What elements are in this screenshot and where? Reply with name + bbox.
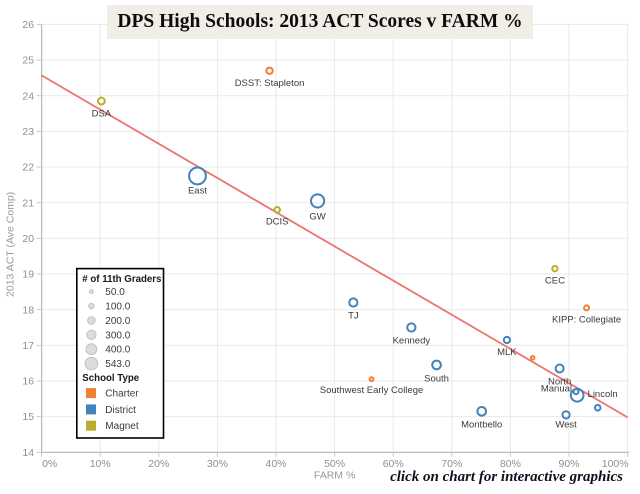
trendline — [41, 74, 629, 419]
legend-size-circle-300 — [86, 329, 97, 340]
y-tick-label-21: 21 — [22, 197, 34, 209]
y-tick-label-20: 20 — [22, 233, 34, 245]
footer-note: click on chart for interactive graphics — [390, 469, 623, 485]
point-label-dcis: DCIS — [266, 217, 289, 228]
legend: # of 11th Graders 50.0 100.0 200.0 300.0 400.… — [76, 267, 165, 439]
x-tick-label-50: 50% — [324, 458, 345, 470]
point-label-tj: TJ — [348, 311, 359, 322]
legend-size-label-50: 50.0 — [105, 287, 125, 298]
legend-type-label-charter: Charter — [105, 389, 139, 400]
bubble-south[interactable] — [431, 359, 442, 371]
point-label-cec: CEC — [545, 275, 565, 286]
x-tick-label-60: 60% — [383, 458, 404, 470]
x-tick-label-10: 10% — [90, 458, 111, 470]
legend-size-title: # of 11th Graders — [82, 274, 161, 285]
x-tick-label-100: 100% — [602, 458, 629, 470]
y-tick-label-24: 24 — [22, 90, 34, 102]
x-tick-label-70: 70% — [441, 458, 462, 470]
bubble-tj[interactable] — [348, 297, 359, 308]
legend-type-label-district: District — [105, 405, 136, 416]
legend-size-label-543: 543.0 — [105, 359, 130, 370]
bubble-kennedy[interactable] — [406, 322, 417, 333]
point-label-dsst-stapleton: DSST: Stapleton — [235, 78, 305, 89]
chart-title: DPS High Schools: 2013 ACT Scores v FARM… — [117, 11, 523, 32]
bubble-unlabeled[interactable] — [593, 403, 602, 412]
point-label-gw: GW — [309, 211, 325, 222]
bubble-kipp-collegiate[interactable] — [583, 304, 591, 312]
tick-marks: 0% 10% 20% 30% 40% 50% 60% 70% 80% 90% 100% 14 15 16 1… — [5, 19, 629, 481]
legend-size-circle-100 — [88, 302, 95, 310]
legend-size-circle-50 — [88, 289, 94, 295]
bubble-unlabeled[interactable] — [529, 355, 536, 361]
bubble-north[interactable] — [554, 363, 565, 374]
bubble-east[interactable] — [188, 166, 207, 186]
bubble-dsa[interactable] — [96, 96, 106, 106]
x-tick-label-20: 20% — [148, 458, 169, 470]
legend-swatch-district — [86, 404, 96, 415]
y-tick-label-19: 19 — [22, 269, 34, 281]
point-label-kennedy: Kennedy — [393, 336, 431, 347]
y-tick-label-26: 26 — [22, 19, 34, 31]
bubble-southwest-early-college[interactable] — [368, 376, 375, 383]
x-tick-label-40: 40% — [265, 458, 286, 470]
bubble-dcis[interactable] — [273, 206, 281, 214]
x-tick-label-80: 80% — [500, 458, 521, 470]
bubble-mlk[interactable] — [502, 335, 512, 345]
y-tick-label-25: 25 — [22, 55, 34, 67]
y-tick-label-16: 16 — [22, 376, 34, 388]
x-tick-label-0: 0% — [42, 458, 57, 470]
bubble-lincoln[interactable] — [569, 387, 585, 403]
legend-size-circle-200 — [87, 316, 96, 325]
point-label-east: East — [188, 185, 207, 196]
legend-size-circle-400 — [85, 343, 98, 356]
x-axis-title: FARM % — [314, 469, 355, 481]
legend-type-label-magnet: Magnet — [105, 421, 139, 432]
point-label-manual: Manual — [541, 384, 572, 395]
y-tick-label-22: 22 — [22, 162, 34, 174]
legend-size-label-200: 200.0 — [105, 316, 130, 327]
point-label-montbello: Montbello — [461, 420, 502, 431]
point-label-north: North — [548, 377, 571, 388]
point-label-dsa: DSA — [92, 108, 112, 119]
x-tick-label-30: 30% — [207, 458, 228, 470]
legend-swatch-magnet — [86, 420, 96, 431]
bubble-west[interactable] — [561, 410, 571, 420]
bubble-cec[interactable] — [551, 264, 559, 273]
y-tick-label-17: 17 — [22, 340, 34, 352]
bubble-gw[interactable] — [310, 193, 326, 209]
legend-type-title: School Type — [82, 373, 139, 384]
y-tick-label-23: 23 — [22, 126, 34, 138]
legend-size-label-100: 100.0 — [105, 302, 130, 313]
point-label-mlk: MLK — [497, 347, 517, 358]
legend-swatch-charter — [86, 388, 96, 399]
y-axis-title: 2013 ACT (Ave Comp) — [5, 192, 17, 297]
legend-size-circle-543 — [84, 356, 99, 371]
bubble-montbello[interactable] — [476, 405, 488, 417]
y-tick-label-18: 18 — [22, 304, 34, 316]
y-tick-label-14: 14 — [22, 447, 34, 459]
point-labels: DSA DSST: Stapleton East DCIS GW CEC TJ KIPP: C… — [92, 78, 622, 431]
chart-title-banner: DPS High Schools: 2013 ACT Scores v FARM… — [107, 5, 533, 39]
data-points — [96, 66, 602, 420]
x-tick-label-90: 90% — [558, 458, 579, 470]
point-label-south: South — [424, 373, 449, 384]
bubble-dsst-stapleton[interactable] — [265, 66, 274, 75]
point-label-southwest-early-college: Southwest Early College — [320, 385, 424, 396]
point-label-kipp-collegiate: KIPP: Collegiate — [552, 314, 621, 325]
point-label-west: West — [555, 419, 577, 430]
legend-size-label-400: 400.0 — [105, 345, 130, 356]
y-tick-label-15: 15 — [22, 411, 34, 423]
point-label-lincoln: Lincoln — [588, 389, 618, 400]
legend-size-label-300: 300.0 — [105, 330, 130, 341]
